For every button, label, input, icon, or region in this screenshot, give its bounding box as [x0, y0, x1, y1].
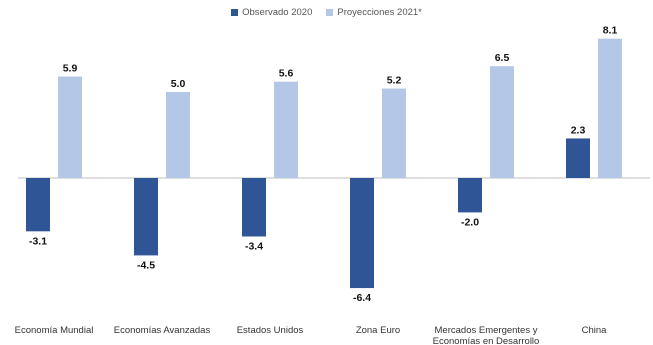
bar-s1-c4 — [490, 66, 514, 178]
data-label-s0-c3: -6.4 — [353, 292, 371, 304]
legend-swatch-proyecciones — [326, 9, 334, 16]
category-label-4: Mercados Emergentes y — [435, 325, 538, 336]
bar-s1-c1 — [166, 92, 190, 178]
legend-swatch-observado — [231, 9, 239, 16]
data-label-s0-c2: -3.4 — [245, 240, 263, 252]
category-label-5: China — [582, 325, 608, 336]
chart-legend: Observado 2020 Proyecciones 2021* — [0, 7, 653, 18]
bar-s1-c3 — [382, 88, 406, 178]
data-label-s1-c3: 5.2 — [387, 75, 402, 87]
bar-s0-c3 — [350, 178, 374, 289]
data-label-s1-c4: 6.5 — [495, 52, 510, 64]
legend-item-proyecciones: Proyecciones 2021* — [326, 7, 422, 18]
data-label-s1-c5: 8.1 — [603, 25, 618, 37]
bar-s0-c5 — [566, 138, 590, 178]
bar-s0-c0 — [26, 178, 50, 232]
legend-label-proyecciones: Proyecciones 2021* — [337, 7, 422, 18]
bar-s0-c2 — [242, 178, 266, 237]
category-label-3: Zona Euro — [356, 325, 400, 336]
category-label-2: Estados Unidos — [237, 325, 304, 336]
legend-item-observado: Observado 2020 — [231, 7, 312, 18]
data-label-s1-c2: 5.6 — [279, 68, 294, 80]
legend-label-observado: Observado 2020 — [242, 7, 313, 18]
data-label-s0-c1: -4.5 — [137, 259, 155, 271]
bar-s1-c5 — [598, 38, 622, 179]
data-label-s1-c1: 5.0 — [171, 78, 186, 90]
data-label-s0-c5: 2.3 — [571, 124, 586, 136]
data-label-s1-c0: 5.9 — [63, 63, 78, 75]
data-label-s0-c0: -3.1 — [29, 235, 47, 247]
bar-s0-c1 — [134, 178, 158, 256]
bar-s0-c4 — [458, 178, 482, 213]
category-label-1: Economías Avanzadas — [114, 325, 211, 336]
category-label-4-line2: Economías en Desarrollo — [433, 336, 540, 345]
bar-s1-c0 — [58, 76, 82, 178]
data-label-s0-c4: -2.0 — [461, 216, 479, 228]
category-label-0: Economía Mundial — [15, 325, 94, 336]
bar-s1-c2 — [274, 81, 298, 178]
